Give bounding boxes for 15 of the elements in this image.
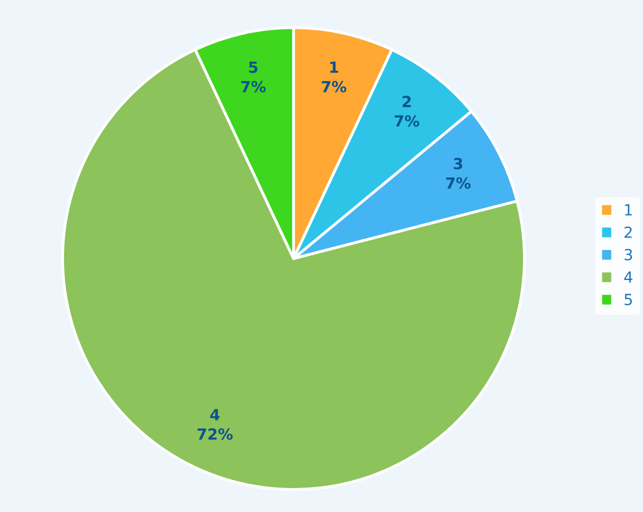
data-label: 7% bbox=[322, 80, 346, 92]
slice-label: 4 bbox=[210, 409, 220, 420]
data-label: 72% bbox=[198, 428, 233, 440]
legend-label: 5 bbox=[624, 294, 632, 306]
slice-label: 1 bbox=[330, 62, 338, 73]
data-label: 7% bbox=[446, 177, 471, 189]
legend-label: 3 bbox=[624, 248, 632, 260]
data-label: 7% bbox=[394, 115, 420, 127]
legend-label: 4 bbox=[624, 272, 632, 283]
slice-label: 3 bbox=[454, 158, 462, 170]
slice-label: 2 bbox=[402, 96, 411, 108]
data-label: 7% bbox=[241, 80, 266, 92]
legend-label: 1 bbox=[625, 204, 632, 216]
slice-label: 5 bbox=[249, 62, 258, 74]
legend-label: 2 bbox=[624, 226, 632, 238]
